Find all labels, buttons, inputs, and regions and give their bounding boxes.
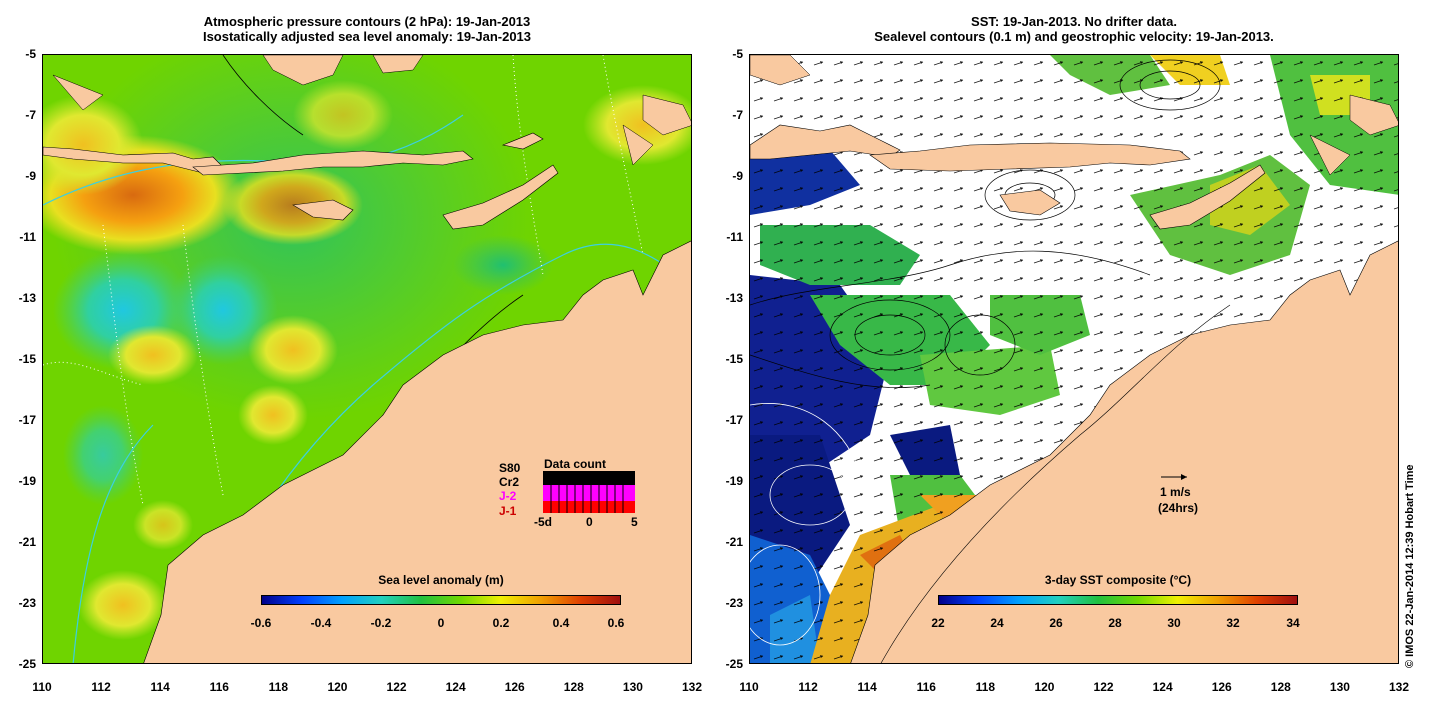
x-tick-label: 128 — [563, 680, 584, 694]
data-count-axis-start: -5d — [534, 515, 552, 529]
left-colorbar-label: -0.2 — [370, 616, 392, 630]
x-tick-label: 126 — [1211, 680, 1232, 694]
y-tick-label: -21 — [18, 535, 36, 549]
x-tick-label: 116 — [916, 680, 936, 694]
left-title-line2: Isostatically adjusted sea level anomaly… — [202, 29, 532, 44]
y-tick-label: -11 — [19, 230, 36, 244]
sst-map — [750, 55, 1398, 663]
y-tick-label: -9 — [732, 169, 743, 183]
right-colorbar-label: 34 — [1286, 616, 1300, 630]
y-tick-label: -15 — [725, 352, 743, 366]
legend-sat-2: Cr2 — [499, 475, 520, 489]
right-colorbar-title: 3-day SST composite (°C) — [1044, 573, 1192, 587]
left-colorbar-title: Sea level anomaly (m) — [378, 573, 504, 587]
right-colorbar-label: 24 — [990, 616, 1004, 630]
data-count-axis-mid: 0 — [586, 515, 593, 529]
left-colorbar — [261, 595, 621, 605]
data-count-axis-end: 5 — [631, 515, 638, 529]
left-colorbar-label: 0.6 — [607, 616, 625, 630]
y-tick-label: -23 — [18, 596, 36, 610]
y-tick-label: -9 — [25, 169, 36, 183]
x-tick-label: 132 — [1388, 680, 1410, 694]
y-tick-label: -17 — [725, 413, 743, 427]
x-tick-label: 118 — [975, 680, 996, 694]
y-tick-label: -25 — [18, 657, 36, 671]
right-colorbar — [938, 595, 1298, 605]
x-tick-label: 122 — [1093, 680, 1114, 694]
x-tick-label: 124 — [1152, 680, 1173, 694]
y-tick-label: -17 — [18, 413, 36, 427]
y-tick-label: -11 — [726, 230, 743, 244]
x-tick-label: 120 — [327, 680, 348, 694]
y-tick-label: -5 — [25, 47, 36, 61]
left-map[interactable]: S80 Cr2 J-2 J-1 Data count -5d 0 5 Sea l… — [42, 54, 692, 664]
x-tick-label: 114 — [150, 680, 170, 694]
y-tick-label: -15 — [18, 352, 36, 366]
left-colorbar-label: -0.4 — [310, 616, 332, 630]
y-tick-label: -7 — [732, 108, 743, 122]
y-tick-label: -13 — [725, 291, 743, 305]
legend-sat-4: J-1 — [499, 504, 517, 518]
y-tick-label: -25 — [725, 657, 743, 671]
x-tick-label: 124 — [445, 680, 466, 694]
y-tick-label: -23 — [725, 596, 743, 610]
x-tick-label: 118 — [268, 680, 289, 694]
y-tick-label: -19 — [725, 474, 743, 488]
y-tick-label: -5 — [732, 47, 743, 61]
y-tick-label: -7 — [25, 108, 36, 122]
x-tick-label: 112 — [91, 680, 111, 694]
x-tick-label: 114 — [857, 680, 877, 694]
right-colorbar-label: 32 — [1226, 616, 1240, 630]
x-tick-label: 116 — [209, 680, 229, 694]
data-count-histogram — [543, 471, 635, 513]
right-title: SST: 19-Jan-2013. No drifter data. Seale… — [749, 14, 1399, 44]
x-tick-label: 130 — [1329, 680, 1350, 694]
right-title-line1: SST: 19-Jan-2013. No drifter data. — [971, 14, 1177, 29]
x-tick-label: 112 — [798, 680, 818, 694]
x-tick-label: 126 — [504, 680, 525, 694]
data-count-title: Data count — [544, 457, 607, 471]
left-colorbar-label: 0.4 — [552, 616, 570, 630]
right-colorbar-label: 28 — [1108, 616, 1122, 630]
left-title-line1: Atmospheric pressure contours (2 hPa): 1… — [203, 14, 531, 29]
velocity-scale-duration: (24hrs) — [1158, 501, 1199, 515]
x-tick-label: 110 — [739, 680, 759, 694]
right-colorbar-label: 30 — [1167, 616, 1181, 630]
left-colorbar-label: -0.6 — [250, 616, 272, 630]
right-map[interactable]: 1 m/s (24hrs) 3-day SST composite (°C) 2… — [749, 54, 1399, 664]
velocity-scale-label: 1 m/s — [1160, 485, 1191, 499]
left-colorbar-label: 0.2 — [492, 616, 510, 630]
x-tick-label: 122 — [386, 680, 407, 694]
x-tick-label: 110 — [32, 680, 52, 694]
left-colorbar-label: 0 — [437, 616, 445, 630]
x-tick-label: 128 — [1270, 680, 1291, 694]
y-tick-label: -21 — [725, 535, 743, 549]
copyright: © IMOS 22-Jan-2014 12:39 Hobart Time — [1404, 464, 1416, 668]
legend-sat-1: S80 — [499, 461, 521, 475]
x-tick-label: 132 — [681, 680, 703, 694]
legend-sat-3: J-2 — [499, 489, 517, 503]
y-tick-label: -19 — [18, 474, 36, 488]
right-colorbar-label: 22 — [931, 616, 945, 630]
right-title-line2: Sealevel contours (0.1 m) and geostrophi… — [874, 29, 1274, 44]
x-tick-label: 130 — [622, 680, 643, 694]
x-tick-label: 120 — [1034, 680, 1055, 694]
left-title: Atmospheric pressure contours (2 hPa): 1… — [42, 14, 692, 44]
right-colorbar-label: 26 — [1049, 616, 1063, 630]
sea-level-anomaly-map — [43, 55, 691, 663]
y-tick-label: -13 — [18, 291, 36, 305]
